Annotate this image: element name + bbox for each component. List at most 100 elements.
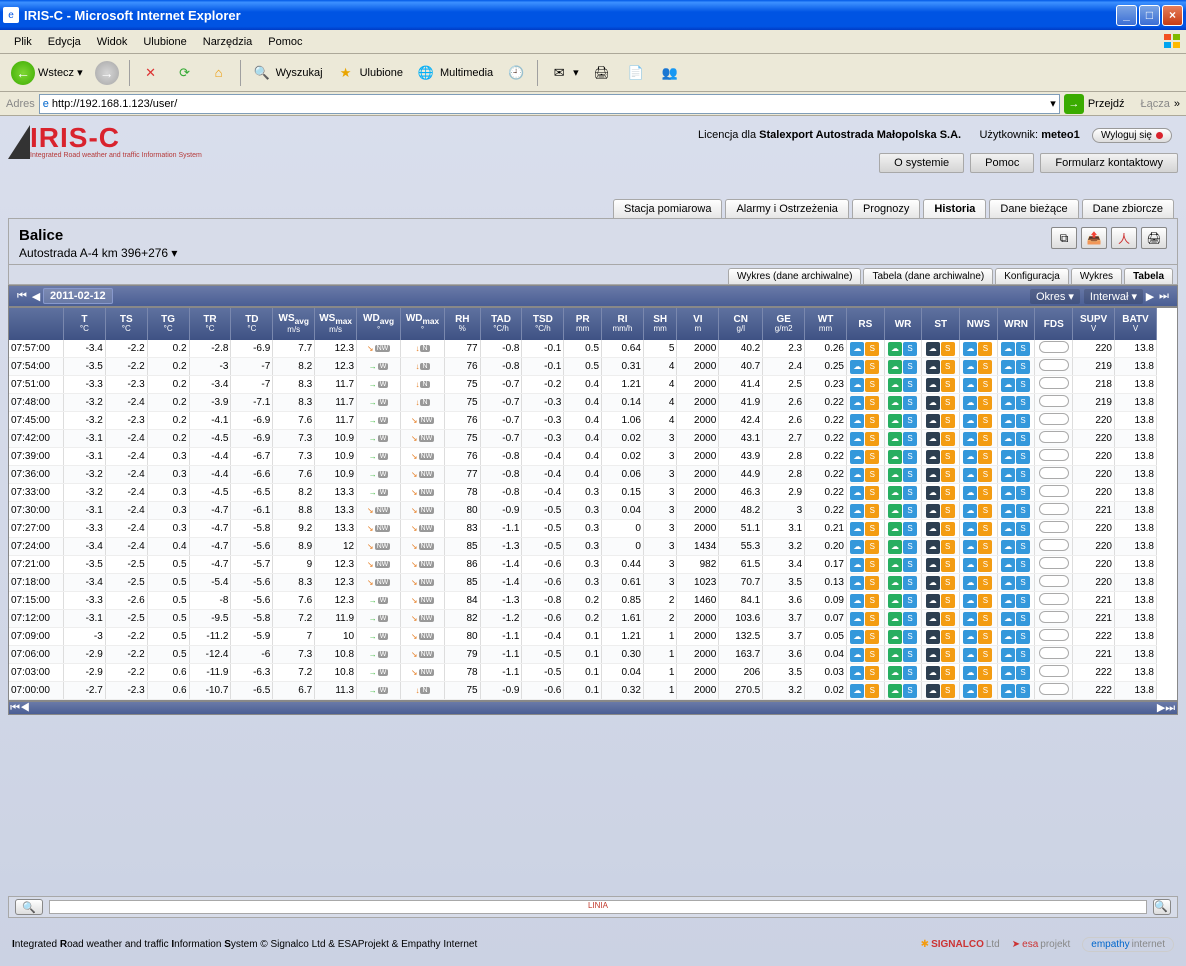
- maximize-button[interactable]: □: [1139, 5, 1160, 26]
- menu-narzedzia[interactable]: Narzędzia: [195, 33, 261, 51]
- interwal-select[interactable]: Interwał ▾: [1084, 289, 1143, 304]
- date-first-icon[interactable]: ⏮: [15, 289, 29, 303]
- logout-button[interactable]: Wyloguj się: [1092, 128, 1172, 143]
- tab-dane-zbiorcze[interactable]: Dane zbiorcze: [1082, 199, 1174, 218]
- tab-historia[interactable]: Historia: [923, 199, 986, 218]
- about-button[interactable]: O systemie: [879, 153, 964, 173]
- discuss-button[interactable]: 👥: [654, 59, 686, 87]
- links-label[interactable]: Łącza: [1141, 98, 1170, 110]
- menu-plik[interactable]: Plik: [6, 33, 40, 51]
- subtab-1[interactable]: Tabela (dane archiwalne): [863, 268, 993, 284]
- col-WRN[interactable]: WRN: [997, 308, 1035, 340]
- col-time[interactable]: [9, 308, 63, 340]
- url-dropdown-icon[interactable]: ▾: [1050, 97, 1056, 110]
- subtab-3[interactable]: Wykres: [1071, 268, 1122, 284]
- col-WT[interactable]: WTmm: [805, 308, 847, 340]
- col-BATV[interactable]: BATVV: [1115, 308, 1157, 340]
- col-WR[interactable]: WR: [884, 308, 922, 340]
- footer-zoom-icon[interactable]: 🔍: [1153, 899, 1171, 915]
- col-VI[interactable]: VIm: [677, 308, 719, 340]
- col-T[interactable]: T°C: [63, 308, 105, 340]
- col-ST[interactable]: ST: [922, 308, 960, 340]
- col-TAD[interactable]: TAD°C/h: [480, 308, 522, 340]
- tab-alarmy-i-ostrze-enia[interactable]: Alarmy i Ostrzeżenia: [725, 199, 848, 218]
- cell-BATV: 13.8: [1115, 394, 1157, 412]
- col-TR[interactable]: TR°C: [189, 308, 231, 340]
- col-WDmax[interactable]: WDmax°: [401, 308, 445, 340]
- col-TG[interactable]: TG°C: [147, 308, 189, 340]
- cell-TG: 0.3: [147, 520, 189, 538]
- minimize-button[interactable]: _: [1116, 5, 1137, 26]
- tab-stacja-pomiarowa[interactable]: Stacja pomiarowa: [613, 199, 722, 218]
- menu-pomoc[interactable]: Pomoc: [260, 33, 310, 51]
- date-last-icon[interactable]: ⏭: [1157, 289, 1171, 303]
- stop-button[interactable]: ✕: [135, 59, 167, 87]
- menu-edycja[interactable]: Edycja: [40, 33, 89, 51]
- cell-FDS: [1035, 628, 1073, 646]
- date-value[interactable]: 2011-02-12: [43, 288, 113, 304]
- esaprojekt-logo[interactable]: ➤esaprojekt: [1012, 937, 1071, 952]
- pdf-icon[interactable]: 人: [1111, 227, 1137, 249]
- help-button[interactable]: Pomoc: [970, 153, 1034, 173]
- go-button[interactable]: →: [1064, 94, 1084, 114]
- favorites-button[interactable]: ★Ulubione: [330, 59, 408, 87]
- mail-button[interactable]: ✉▾: [543, 59, 584, 87]
- col-RH[interactable]: RH%: [445, 308, 481, 340]
- col-RI[interactable]: RImm/h: [602, 308, 644, 340]
- refresh-button[interactable]: ⟳: [169, 59, 201, 87]
- col-WSavg[interactable]: WSavgm/s: [273, 308, 315, 340]
- col-TD[interactable]: TD°C: [231, 308, 273, 340]
- print-icon[interactable]: 🖨: [1141, 227, 1167, 249]
- col-TS[interactable]: TS°C: [105, 308, 147, 340]
- contact-button[interactable]: Formularz kontaktowy: [1040, 153, 1178, 173]
- col-SUPV[interactable]: SUPVV: [1073, 308, 1115, 340]
- export-icon[interactable]: 📤: [1081, 227, 1107, 249]
- cell-VI: 2000: [677, 646, 719, 664]
- col-PR[interactable]: PRmm: [564, 308, 602, 340]
- subtab-2[interactable]: Konfiguracja: [995, 268, 1069, 284]
- col-GE[interactable]: GEg/m2: [763, 308, 805, 340]
- print-button[interactable]: 🖨: [586, 59, 618, 87]
- close-button[interactable]: ×: [1162, 5, 1183, 26]
- home-button[interactable]: ⌂: [203, 59, 235, 87]
- edit-button[interactable]: 📄: [620, 59, 652, 87]
- signalco-logo[interactable]: ✱SIGNALCO Ltd: [921, 937, 1000, 952]
- okres-select[interactable]: Okres ▾: [1030, 289, 1080, 304]
- forward-button[interactable]: →: [90, 58, 124, 88]
- tab-dane-bie-ce[interactable]: Dane bieżące: [989, 199, 1078, 218]
- date-prev-icon[interactable]: ◀: [29, 289, 43, 303]
- col-FDS[interactable]: FDS: [1035, 308, 1073, 340]
- col-WSmax[interactable]: WSmaxm/s: [315, 308, 357, 340]
- scroll-right-icon[interactable]: ▶⏭: [1159, 701, 1173, 715]
- history-button[interactable]: 🕘: [500, 59, 532, 87]
- table-scrollbar[interactable]: ⏮◀ ▶⏭: [8, 701, 1178, 715]
- subtab-0[interactable]: Wykres (dane archiwalne): [728, 268, 862, 284]
- col-SH[interactable]: SHmm: [643, 308, 677, 340]
- media-button[interactable]: 🌐Multimedia: [410, 59, 498, 87]
- copy-icon[interactable]: ⧉: [1051, 227, 1077, 249]
- menu-widok[interactable]: Widok: [89, 33, 136, 51]
- search-button[interactable]: 🔍Wyszukaj: [246, 59, 328, 87]
- cell-WSmax: 12.3: [315, 556, 357, 574]
- col-CN[interactable]: CNg/l: [719, 308, 763, 340]
- table-row: 07:51:00-3.3-2.30.2-3.4-78.311.7→W↓N75-0…: [9, 376, 1157, 394]
- tab-prognozy[interactable]: Prognozy: [852, 199, 920, 218]
- subtab-4[interactable]: Tabela: [1124, 268, 1173, 284]
- back-button[interactable]: ←Wstecz ▾: [6, 58, 88, 88]
- col-TSD[interactable]: TSD°C/h: [522, 308, 564, 340]
- col-RS[interactable]: RS: [847, 308, 885, 340]
- footer-search-icon[interactable]: 🔍: [15, 899, 43, 915]
- col-NWS[interactable]: NWS: [960, 308, 998, 340]
- date-next-icon[interactable]: ▶: [1143, 289, 1157, 303]
- go-label[interactable]: Przejdź: [1088, 98, 1125, 110]
- cell-RH: 85: [445, 574, 481, 592]
- links-chevron-icon[interactable]: »: [1174, 98, 1180, 110]
- col-WDavg[interactable]: WDavg°: [357, 308, 401, 340]
- cell-WDmax: ↘NW: [401, 502, 445, 520]
- empathy-logo[interactable]: empathyinternet: [1082, 937, 1174, 952]
- url-input[interactable]: e http://192.168.1.123/user/ ▾: [39, 94, 1060, 114]
- cell-TSD: -0.4: [522, 484, 564, 502]
- scroll-left-icon[interactable]: ⏮◀: [13, 701, 27, 715]
- station-location[interactable]: Autostrada A-4 km 396+276 ▾: [19, 246, 177, 260]
- menu-ulubione[interactable]: Ulubione: [135, 33, 194, 51]
